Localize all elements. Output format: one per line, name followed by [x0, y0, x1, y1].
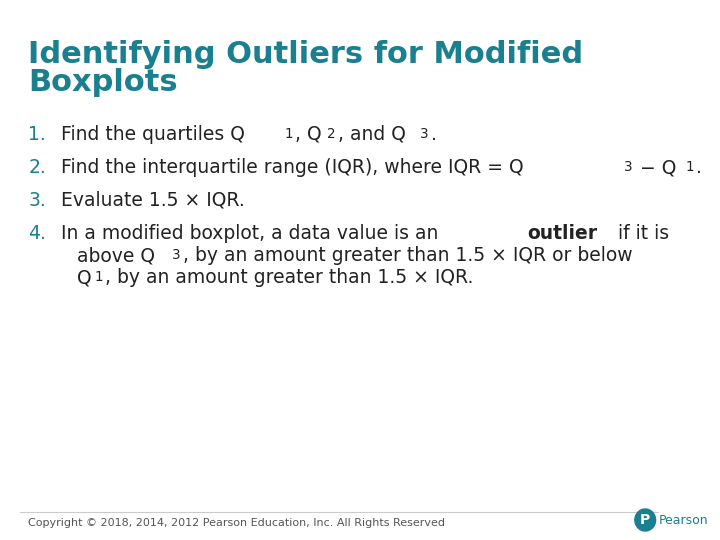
Text: .: . — [696, 158, 702, 177]
Text: 4.: 4. — [28, 224, 46, 243]
Text: 1: 1 — [685, 160, 694, 174]
Text: 1: 1 — [95, 271, 104, 285]
Text: , Q: , Q — [295, 125, 322, 144]
Text: Find the interquartile range (IQR), where IQR = Q: Find the interquartile range (IQR), wher… — [61, 158, 524, 177]
Text: above Q: above Q — [77, 246, 156, 265]
Text: 3: 3 — [624, 160, 632, 174]
Text: Identifying Outliers for Modified: Identifying Outliers for Modified — [28, 40, 583, 69]
Text: if it is: if it is — [613, 224, 670, 243]
Text: In a modified boxplot, a data value is an: In a modified boxplot, a data value is a… — [61, 224, 445, 243]
Text: 3.: 3. — [28, 191, 46, 210]
Text: P: P — [640, 513, 650, 527]
Text: 2: 2 — [328, 127, 336, 141]
Text: 3: 3 — [172, 248, 181, 262]
Text: Evaluate 1.5 × IQR.: Evaluate 1.5 × IQR. — [61, 191, 245, 210]
Text: outlier: outlier — [527, 224, 598, 243]
Text: Find the quartiles Q: Find the quartiles Q — [61, 125, 245, 144]
Text: 2.: 2. — [28, 158, 46, 177]
Text: Q: Q — [77, 268, 92, 287]
Text: Copyright © 2018, 2014, 2012 Pearson Education, Inc. All Rights Reserved: Copyright © 2018, 2014, 2012 Pearson Edu… — [28, 518, 445, 528]
Text: , by an amount greater than 1.5 × IQR.: , by an amount greater than 1.5 × IQR. — [105, 268, 474, 287]
Text: 1.: 1. — [28, 125, 46, 144]
Circle shape — [635, 509, 656, 531]
Text: , and Q: , and Q — [338, 125, 406, 144]
Text: .: . — [431, 125, 437, 144]
Text: Pearson: Pearson — [658, 514, 708, 526]
Text: Boxplots: Boxplots — [28, 68, 178, 97]
Text: − Q: − Q — [634, 158, 676, 177]
Text: 1: 1 — [284, 127, 293, 141]
Text: 3: 3 — [420, 127, 429, 141]
Text: , by an amount greater than 1.5 × IQR or below: , by an amount greater than 1.5 × IQR or… — [183, 246, 632, 265]
